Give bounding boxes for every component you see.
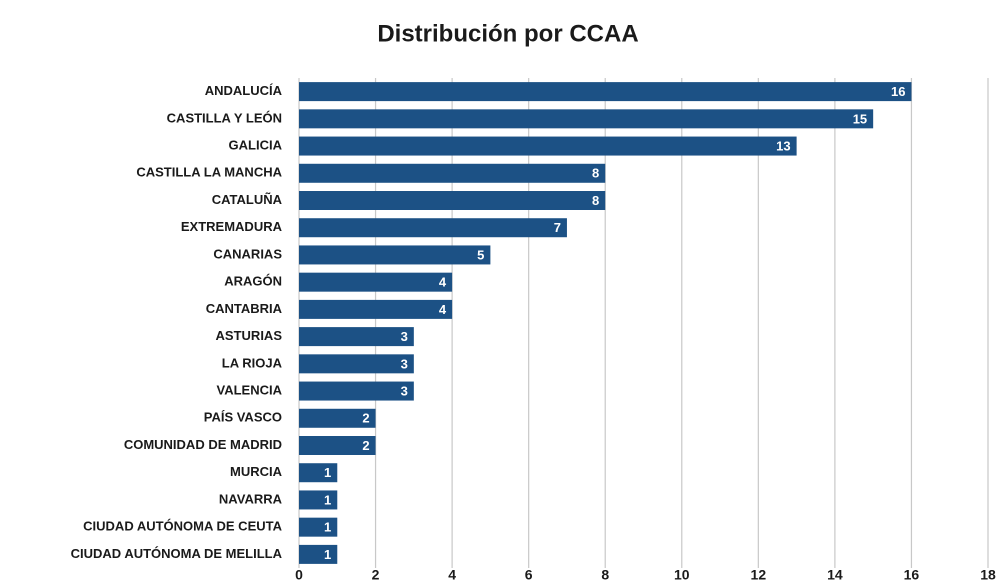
x-tick-label: 2	[372, 567, 380, 581]
x-tick-label: 16	[904, 567, 920, 581]
bar	[299, 163, 606, 183]
value-label: 3	[401, 356, 408, 371]
y-tick-label: MURCIA	[230, 464, 283, 479]
bar	[299, 218, 567, 238]
x-tick-label: 14	[827, 567, 843, 581]
value-label: 13	[776, 138, 790, 153]
bar	[299, 109, 874, 129]
x-tick-label: 8	[601, 567, 609, 581]
bar	[299, 463, 338, 483]
bar	[299, 354, 414, 374]
value-label: 1	[324, 547, 331, 562]
x-tick-label: 0	[295, 567, 303, 581]
value-label: 8	[592, 193, 599, 208]
y-tick-label: ASTURIAS	[216, 328, 283, 343]
bar	[299, 245, 491, 265]
value-label: 1	[324, 465, 331, 480]
x-tick-label: 10	[674, 567, 690, 581]
value-label: 8	[592, 166, 599, 181]
value-label: 3	[401, 329, 408, 344]
chart-title: Distribución por CCAA	[377, 20, 638, 47]
bar	[299, 517, 338, 537]
x-tick-label: 4	[448, 567, 456, 581]
y-tick-label: CASTILLA Y LEÓN	[167, 110, 282, 125]
value-label: 2	[362, 438, 369, 453]
value-label: 5	[477, 247, 484, 262]
y-tick-label: LA RIOJA	[222, 355, 283, 370]
bar	[299, 191, 606, 210]
bar	[299, 408, 376, 428]
bar	[299, 436, 376, 455]
value-label: 3	[401, 383, 408, 398]
bar	[299, 136, 797, 156]
bar	[299, 299, 453, 319]
bar	[299, 272, 453, 292]
y-tick-label: COMUNIDAD DE MADRID	[124, 437, 282, 452]
y-tick-label: CANTABRIA	[206, 301, 283, 316]
y-tick-label: EXTREMADURA	[181, 219, 283, 234]
bar	[299, 82, 912, 102]
x-tick-label: 18	[980, 567, 996, 581]
value-label: 15	[853, 111, 867, 126]
y-tick-label: CIUDAD AUTÓNOMA DE MELILLA	[71, 546, 283, 561]
y-tick-label: CATALUÑA	[212, 192, 283, 207]
y-tick-label: ANDALUCÍA	[205, 83, 283, 98]
y-tick-label: PAÍS VASCO	[204, 410, 282, 425]
y-tick-label: NAVARRA	[219, 491, 283, 506]
y-tick-label: CASTILLA LA MANCHA	[136, 165, 282, 180]
bar	[299, 490, 338, 510]
bar	[299, 544, 338, 564]
value-label: 1	[324, 520, 331, 535]
y-tick-label: VALENCIA	[217, 382, 283, 397]
value-label: 4	[439, 275, 447, 290]
value-label: 16	[891, 84, 905, 99]
value-label: 7	[554, 220, 561, 235]
y-tick-label: CANARIAS	[213, 246, 282, 261]
x-tick-label: 12	[751, 567, 767, 581]
y-tick-label: CIUDAD AUTÓNOMA DE CEUTA	[83, 519, 282, 534]
value-label: 1	[324, 492, 331, 507]
value-label: 2	[362, 411, 369, 426]
bar	[299, 327, 414, 347]
bar	[299, 381, 414, 401]
x-tick-label: 6	[525, 567, 533, 581]
y-tick-label: ARAGÓN	[224, 274, 282, 289]
y-tick-label: GALICIA	[229, 137, 283, 152]
value-label: 4	[439, 302, 447, 317]
